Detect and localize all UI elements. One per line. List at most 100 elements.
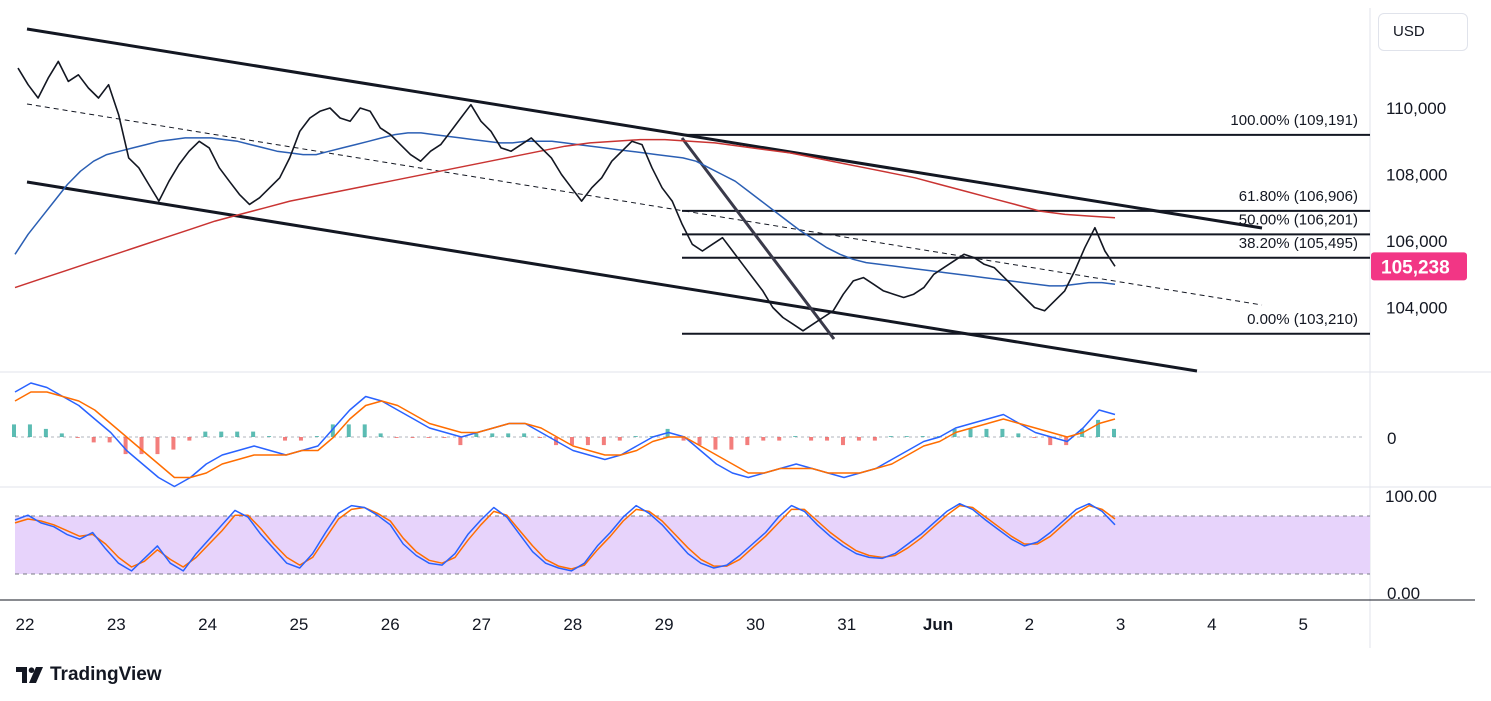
current-price-badge-bg <box>1371 252 1467 281</box>
macd-histogram-bar <box>745 437 750 446</box>
macd-histogram-bar <box>490 433 495 437</box>
macd-histogram-bar <box>59 433 64 437</box>
macd-histogram-bar <box>585 437 590 446</box>
macd-histogram-bar <box>522 433 527 437</box>
time-tick-label: 24 <box>198 615 217 634</box>
price-axis[interactable]: 110,000 108,000 106,000 104,000 <box>1386 99 1447 318</box>
time-tick-label: 2 <box>1025 615 1034 634</box>
macd-histogram-bar <box>267 436 272 437</box>
macd-histogram-bar <box>856 437 861 441</box>
fib-level-label: 50.00% (106,201) <box>1239 211 1358 228</box>
time-tick-label: 29 <box>655 615 674 634</box>
macd-histogram-bar <box>569 437 574 446</box>
stoch-overbought-oversold-band <box>15 516 1370 574</box>
current-price-badge: 105,238 <box>1371 252 1467 281</box>
macd-histogram-bar <box>171 437 176 450</box>
price-tick-label: 106,000 <box>1386 232 1447 251</box>
macd-histogram-bar <box>1096 419 1101 437</box>
stoch-d-line <box>14 504 1116 570</box>
macd-histogram-bar <box>633 436 638 437</box>
fib-level-label: 38.20% (105,495) <box>1239 235 1358 252</box>
macd-histogram-bar <box>617 437 622 441</box>
moving-averages <box>14 132 1116 289</box>
macd-histogram-bar <box>410 437 415 438</box>
macd-histogram-bar <box>314 436 319 437</box>
time-axis[interactable]: 22 23 24 25 26 27 28 29 30 31 Jun 2 3 4 5 <box>16 615 1308 634</box>
macd-histogram-bar <box>426 437 431 438</box>
macd-histogram-bar <box>984 428 989 437</box>
price-tick-label: 104,000 <box>1386 299 1447 318</box>
macd-histogram-bar <box>872 437 877 441</box>
channel-lower-line[interactable] <box>26 180 1198 373</box>
macd-histogram-bar <box>378 433 383 437</box>
macd-histogram-bar <box>538 437 543 438</box>
macd-histogram-bar <box>777 437 782 441</box>
macd-histogram-bar <box>91 437 96 443</box>
macd-histogram-bar <box>12 424 16 437</box>
macd-histogram-bar <box>1048 437 1053 446</box>
macd-line <box>14 382 1116 488</box>
macd-histogram-bar <box>27 424 32 437</box>
macd-histogram-bar <box>1032 437 1037 438</box>
macd-histogram-bar <box>330 424 335 437</box>
stoch-top-label: 100.00 <box>1385 487 1437 506</box>
macd-histogram-bar <box>840 437 845 446</box>
fib-trend-line[interactable] <box>680 137 836 340</box>
time-tick-label: 27 <box>472 615 491 634</box>
macd-indicator <box>12 382 1116 488</box>
fib-level-label: 100.00% (109,191) <box>1230 112 1358 129</box>
macd-histogram-bar <box>203 431 208 437</box>
stochastic-indicator <box>14 502 1116 572</box>
fib-level-label: 0.00% (103,210) <box>1247 311 1358 328</box>
time-tick-label: 28 <box>563 615 582 634</box>
macd-histogram-bar <box>235 431 240 437</box>
macd-histogram-bar <box>394 437 399 438</box>
macd-histogram-bar <box>761 437 766 441</box>
macd-histogram-bar <box>649 436 654 437</box>
time-tick-label: 30 <box>746 615 765 634</box>
stoch-bottom-label: 0.00 <box>1387 584 1420 603</box>
macd-histogram-bar <box>219 431 224 437</box>
macd-histogram-bar <box>346 424 351 437</box>
macd-histogram-bar <box>968 428 973 437</box>
macd-histogram-bar <box>298 437 303 441</box>
macd-histogram-bar <box>43 428 48 437</box>
moving-average-fast-line <box>14 132 1116 287</box>
fibonacci-retracement[interactable]: 100.00% (109,191) 61.80% (106,906) 50.00% … <box>682 112 1370 335</box>
macd-histogram-bar <box>697 437 702 446</box>
macd-histogram-bar <box>904 436 909 437</box>
macd-histogram-bar <box>713 437 718 450</box>
macd-histogram-bar <box>155 437 160 455</box>
currency-selector-button[interactable]: USD <box>1378 13 1468 51</box>
price-line <box>17 60 1116 332</box>
tradingview-logo-icon <box>16 667 43 683</box>
time-tick-label: 22 <box>16 615 35 634</box>
macd-histogram-bar <box>139 437 144 455</box>
macd-histogram-bar <box>681 437 686 441</box>
time-tick-label: 25 <box>289 615 308 634</box>
time-tick-label: Jun <box>923 615 953 634</box>
stoch-k-line <box>14 502 1116 572</box>
macd-zero-label: 0 <box>1387 429 1396 448</box>
macd-histogram-bar <box>75 437 80 438</box>
macd-histogram-bar <box>474 433 479 437</box>
macd-histogram-bar <box>888 436 893 437</box>
descending-channel[interactable] <box>26 27 1263 373</box>
price-tick-label: 110,000 <box>1386 99 1446 118</box>
channel-upper-line[interactable] <box>26 27 1263 230</box>
time-tick-label: 23 <box>107 615 126 634</box>
time-tick-label: 4 <box>1207 615 1216 634</box>
channel-midline[interactable] <box>26 103 1263 306</box>
macd-histogram-bar <box>123 437 128 455</box>
macd-histogram-bar <box>1112 428 1116 437</box>
price-tick-label: 108,000 <box>1386 166 1447 185</box>
macd-histogram-bar <box>283 437 288 441</box>
time-tick-label: 3 <box>1116 615 1125 634</box>
tradingview-logo[interactable]: TradingView <box>16 664 162 686</box>
macd-histogram-bar <box>601 437 606 446</box>
macd-histogram-bar <box>729 437 734 450</box>
time-tick-label: 31 <box>837 615 856 634</box>
macd-histogram-bar <box>1016 433 1021 437</box>
macd-signal-line <box>14 391 1116 479</box>
